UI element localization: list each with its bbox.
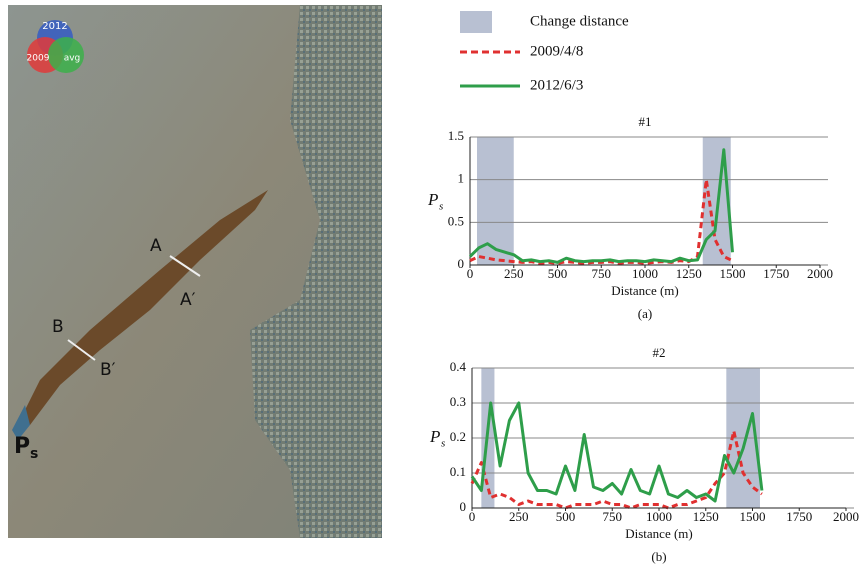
- x-tick-label: 1000: [646, 509, 672, 524]
- caption: (b): [651, 549, 666, 564]
- image-label: s: [30, 446, 38, 462]
- x-tick-label: 1250: [693, 509, 719, 524]
- figure: 2012 2009 avg A A′ B B′ P s Change dista…: [0, 0, 865, 574]
- x-tick-label: 500: [556, 509, 576, 524]
- y-axis-label: P: [427, 190, 438, 209]
- y-tick-label: 1.5: [448, 128, 464, 143]
- x-tick-label: 1250: [676, 266, 702, 281]
- x-tick-label: 250: [509, 509, 529, 524]
- legend: Change distance 2009/4/8 2012/6/3: [460, 11, 629, 93]
- legend-label: 2012/6/3: [530, 77, 583, 93]
- x-tick-label: 1750: [786, 509, 812, 524]
- x-tick-label: 1000: [632, 266, 658, 281]
- image-label: B′: [100, 360, 116, 380]
- x-tick-label: 250: [504, 266, 524, 281]
- x-tick-label: 1500: [720, 266, 746, 281]
- chart-title: #2: [653, 345, 666, 360]
- y-tick-label: 0.4: [450, 359, 467, 374]
- sar-image: 2012 2009 avg A A′ B B′ P s: [8, 5, 382, 538]
- image-label: B: [52, 317, 64, 337]
- image-label: P: [14, 434, 30, 459]
- x-tick-label: 500: [548, 266, 568, 281]
- logo-label: 2009: [27, 54, 50, 64]
- y-tick-label: 0.5: [448, 213, 464, 228]
- y-tick-label: 1: [458, 171, 465, 186]
- x-axis-label: Distance (m): [625, 526, 693, 541]
- image-label: A: [150, 236, 162, 256]
- y-tick-label: 0: [458, 256, 465, 271]
- legend-swatch: [460, 11, 492, 33]
- y-axis-label: P: [429, 427, 440, 446]
- chart-title: #1: [639, 114, 652, 129]
- x-axis-label: Distance (m): [611, 283, 679, 298]
- x-tick-label: 1500: [740, 509, 766, 524]
- x-tick-label: 2000: [807, 266, 833, 281]
- y-tick-label: 0.1: [450, 464, 466, 479]
- x-tick-label: 750: [603, 509, 623, 524]
- x-tick-label: 1750: [763, 266, 789, 281]
- series-line: [472, 403, 762, 501]
- y-axis-label-sub: s: [439, 201, 443, 213]
- y-tick-label: 0.3: [450, 394, 466, 409]
- x-tick-label: 0: [467, 266, 474, 281]
- series-line: [472, 431, 762, 508]
- y-tick-label: 0: [460, 499, 467, 514]
- legend-label: Change distance: [530, 13, 629, 29]
- y-tick-label: 0.2: [450, 429, 466, 444]
- logo-label: avg: [64, 54, 81, 64]
- caption: (a): [638, 306, 652, 321]
- x-tick-label: 2000: [833, 509, 859, 524]
- x-tick-label: 750: [592, 266, 612, 281]
- legend-label: 2009/4/8: [530, 43, 583, 59]
- page: 2012 2009 avg A A′ B B′ P s Change dista…: [0, 0, 865, 574]
- image-label: A′: [180, 290, 196, 310]
- x-tick-label: 0: [469, 509, 476, 524]
- logo-label: 2012: [42, 21, 67, 32]
- y-axis-label-sub: s: [441, 438, 445, 450]
